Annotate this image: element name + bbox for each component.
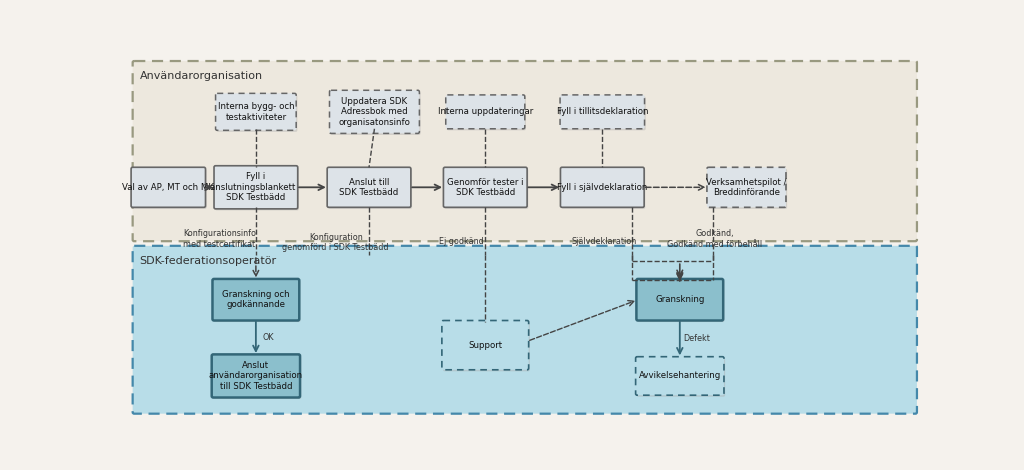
- FancyBboxPatch shape: [560, 167, 644, 207]
- Text: Konfigurationsinfo
med testcertifikat: Konfigurationsinfo med testcertifikat: [183, 229, 256, 249]
- FancyBboxPatch shape: [637, 358, 725, 397]
- Text: Interna uppdateringar: Interna uppdateringar: [437, 107, 532, 117]
- FancyBboxPatch shape: [213, 356, 301, 399]
- Text: OK: OK: [262, 333, 273, 342]
- Text: Användarorganisation: Användarorganisation: [139, 71, 263, 81]
- Text: Genomför tester i
SDK Testbädd: Genomför tester i SDK Testbädd: [447, 178, 523, 197]
- Text: Självdeklaration: Självdeklaration: [572, 237, 637, 246]
- Text: Granskning och
godkännande: Granskning och godkännande: [222, 290, 290, 309]
- Text: Granskning: Granskning: [655, 295, 705, 304]
- FancyBboxPatch shape: [636, 357, 724, 395]
- FancyBboxPatch shape: [443, 167, 527, 207]
- FancyBboxPatch shape: [132, 169, 207, 209]
- FancyBboxPatch shape: [561, 96, 646, 130]
- FancyBboxPatch shape: [442, 321, 528, 370]
- Text: Fyll i
anslutningsblankett -
SDK Testbädd: Fyll i anslutningsblankett - SDK Testbäd…: [210, 172, 301, 202]
- Text: Fyll i självdeklaration: Fyll i självdeklaration: [557, 183, 647, 192]
- FancyBboxPatch shape: [330, 90, 420, 133]
- FancyBboxPatch shape: [444, 169, 528, 209]
- FancyBboxPatch shape: [131, 167, 206, 207]
- FancyBboxPatch shape: [331, 92, 421, 135]
- FancyBboxPatch shape: [708, 169, 787, 209]
- Text: SDK-federationsoperatör: SDK-federationsoperatör: [139, 256, 276, 266]
- FancyBboxPatch shape: [133, 246, 916, 414]
- FancyBboxPatch shape: [217, 95, 297, 132]
- FancyBboxPatch shape: [212, 354, 300, 398]
- Text: Anslut
användarorganisation
till SDK Testbädd: Anslut användarorganisation till SDK Tes…: [209, 361, 303, 391]
- FancyBboxPatch shape: [446, 96, 526, 130]
- FancyBboxPatch shape: [560, 95, 644, 129]
- FancyBboxPatch shape: [216, 94, 296, 130]
- Text: Defekt: Defekt: [684, 334, 711, 343]
- FancyBboxPatch shape: [443, 322, 529, 371]
- FancyBboxPatch shape: [445, 95, 524, 129]
- Text: Avvikelsehantering: Avvikelsehantering: [639, 371, 721, 380]
- Text: Ej godkänd: Ej godkänd: [439, 237, 483, 246]
- Text: Interna bygg- och
testaktiviteter: Interna bygg- och testaktiviteter: [217, 102, 294, 122]
- FancyBboxPatch shape: [707, 167, 786, 207]
- Text: Godkänd,
Godkänd med förbehåll: Godkänd, Godkänd med förbehåll: [667, 229, 762, 249]
- FancyBboxPatch shape: [214, 281, 300, 322]
- FancyBboxPatch shape: [215, 167, 299, 211]
- FancyBboxPatch shape: [636, 279, 723, 321]
- Text: Support: Support: [468, 341, 503, 350]
- FancyBboxPatch shape: [212, 279, 299, 321]
- FancyBboxPatch shape: [561, 169, 645, 209]
- Text: Fyll i tillitsdeklaration: Fyll i tillitsdeklaration: [557, 107, 648, 117]
- Text: Konfiguration
genomförd i SDK Testbädd: Konfiguration genomförd i SDK Testbädd: [283, 233, 389, 252]
- FancyBboxPatch shape: [328, 167, 411, 207]
- FancyBboxPatch shape: [214, 166, 298, 209]
- FancyBboxPatch shape: [133, 61, 916, 241]
- FancyBboxPatch shape: [638, 281, 724, 322]
- Text: Val av AP, MT och MK: Val av AP, MT och MK: [122, 183, 214, 192]
- Text: Uppdatera SDK
Adressbok med
organisatonsinfo: Uppdatera SDK Adressbok med organisatons…: [339, 97, 411, 127]
- FancyBboxPatch shape: [329, 169, 412, 209]
- Text: Anslut till
SDK Testbädd: Anslut till SDK Testbädd: [339, 178, 398, 197]
- Text: Verksamhetspilot /
Breddinförande: Verksamhetspilot / Breddinförande: [707, 178, 786, 197]
